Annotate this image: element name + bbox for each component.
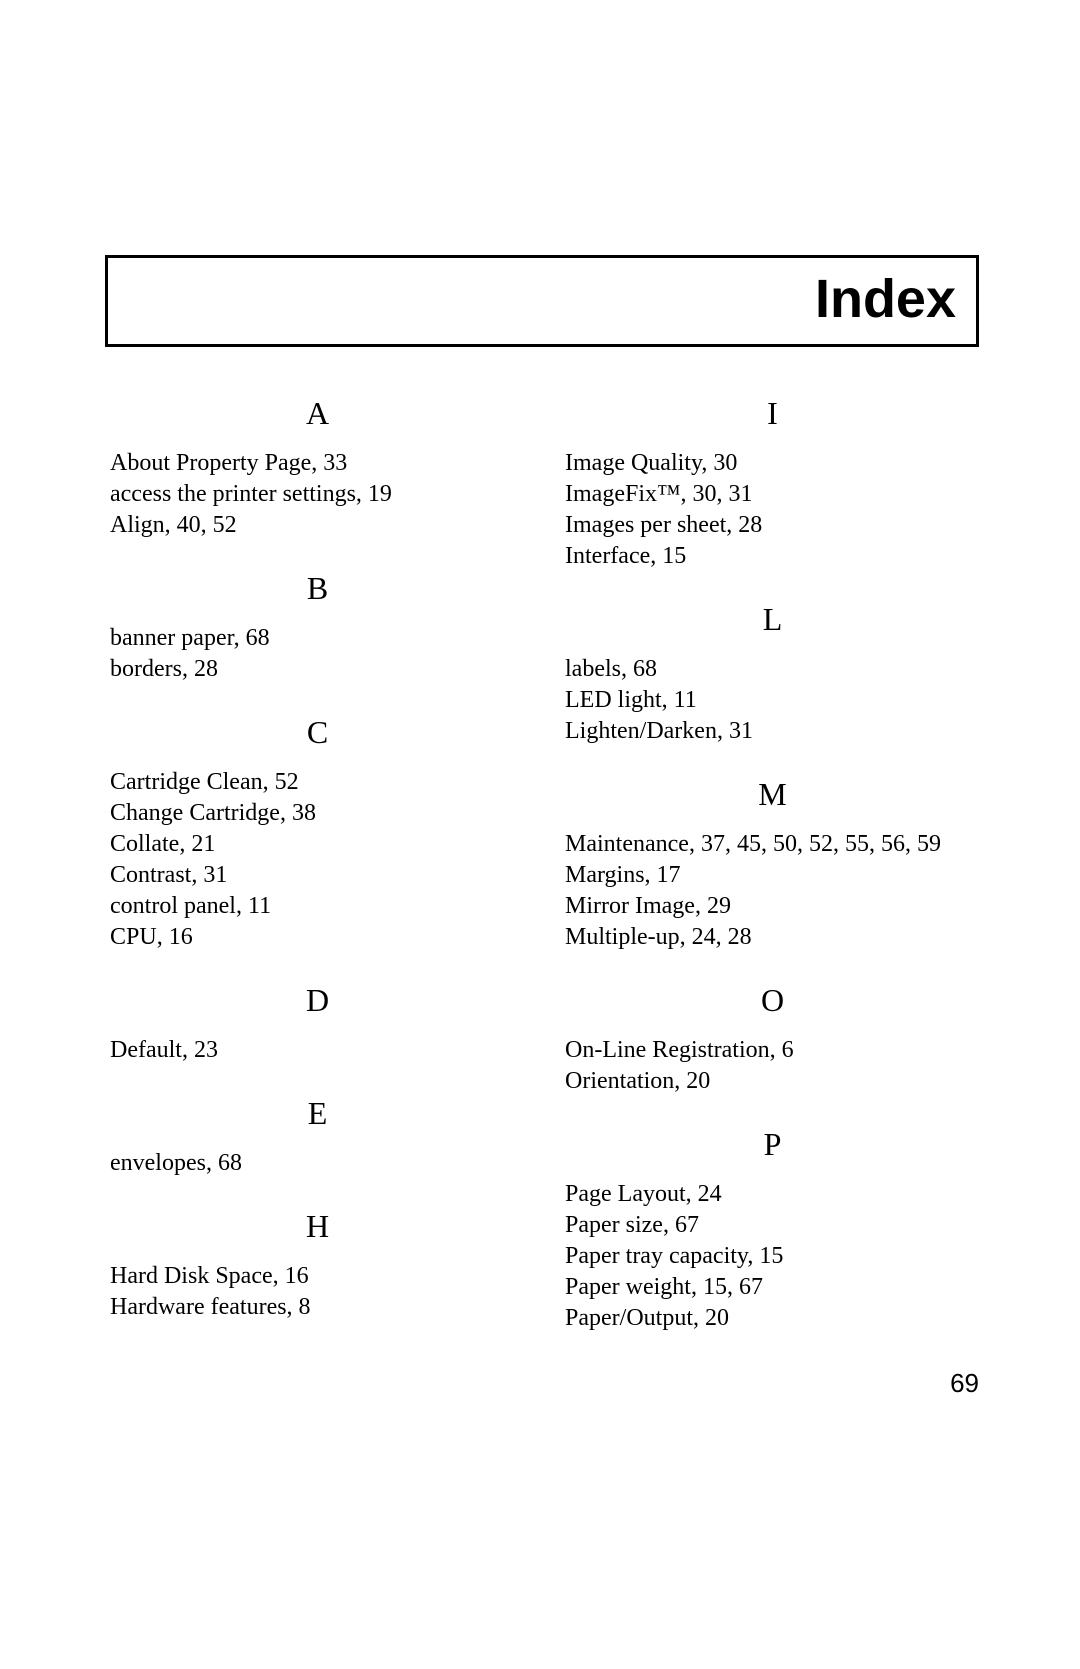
section-entries: envelopes, 68 (110, 1148, 525, 1178)
index-entry: Hard Disk Space, 16 (110, 1261, 525, 1291)
section-entries: Cartridge Clean, 52 Change Cartridge, 38… (110, 767, 525, 952)
section-heading: E (110, 1095, 525, 1132)
page-title: Index (815, 269, 956, 329)
index-entry: borders, 28 (110, 654, 525, 684)
section-entries: On-Line Registration, 6 Orientation, 20 (565, 1035, 980, 1096)
index-entry: control panel, 11 (110, 891, 525, 921)
section-heading: A (110, 395, 525, 432)
index-entry: Lighten/Darken, 31 (565, 716, 980, 746)
section-heading: C (110, 714, 525, 751)
section-heading: M (565, 776, 980, 813)
section-entries: labels, 68 LED light, 11 Lighten/Darken,… (565, 654, 980, 746)
page-number: 69 (950, 1368, 979, 1399)
index-column-left: A About Property Page, 33 access the pri… (110, 395, 525, 1334)
index-entry: ImageFix™, 30, 31 (565, 479, 980, 509)
index-entry: Paper weight, 15, 67 (565, 1272, 980, 1302)
index-entry: Margins, 17 (565, 860, 980, 890)
section-heading: O (565, 982, 980, 1019)
index-entry: Hardware features, 8 (110, 1292, 525, 1322)
section-heading: H (110, 1208, 525, 1245)
section-entries: Image Quality, 30 ImageFix™, 30, 31 Imag… (565, 448, 980, 571)
index-entry: Align, 40, 52 (110, 510, 525, 540)
section-entries: banner paper, 68 borders, 28 (110, 623, 525, 684)
section-entries: Page Layout, 24 Paper size, 67 Paper tra… (565, 1179, 980, 1333)
index-entry: Image Quality, 30 (565, 448, 980, 478)
index-entry: LED light, 11 (565, 685, 980, 715)
index-entry: Images per sheet, 28 (565, 510, 980, 540)
section-heading: L (565, 601, 980, 638)
index-entry: About Property Page, 33 (110, 448, 525, 478)
section-heading: I (565, 395, 980, 432)
index-entry: Change Cartridge, 38 (110, 798, 525, 828)
index-entry: Mirror Image, 29 (565, 891, 980, 921)
index-entry: Collate, 21 (110, 829, 525, 859)
index-entry: Cartridge Clean, 52 (110, 767, 525, 797)
index-page: Index A About Property Page, 33 access t… (0, 0, 1080, 1669)
index-entry: Paper size, 67 (565, 1210, 980, 1240)
index-entry: Page Layout, 24 (565, 1179, 980, 1209)
index-entry: access the printer settings, 19 (110, 479, 525, 509)
index-entry: envelopes, 68 (110, 1148, 525, 1178)
index-columns: A About Property Page, 33 access the pri… (110, 395, 980, 1334)
index-entry: On-Line Registration, 6 (565, 1035, 980, 1065)
section-entries: About Property Page, 33 access the print… (110, 448, 525, 540)
index-column-right: I Image Quality, 30 ImageFix™, 30, 31 Im… (565, 395, 980, 1334)
index-entry: banner paper, 68 (110, 623, 525, 653)
title-box: Index (105, 255, 979, 347)
index-entry: Paper tray capacity, 15 (565, 1241, 980, 1271)
index-entry: Orientation, 20 (565, 1066, 980, 1096)
index-entry: Multiple-up, 24, 28 (565, 922, 980, 952)
index-entry: Maintenance, 37, 45, 50, 52, 55, 56, 59 (565, 829, 980, 859)
index-entry: Default, 23 (110, 1035, 525, 1065)
section-entries: Hard Disk Space, 16 Hardware features, 8 (110, 1261, 525, 1322)
index-entry: labels, 68 (565, 654, 980, 684)
section-heading: D (110, 982, 525, 1019)
index-entry: Contrast, 31 (110, 860, 525, 890)
section-entries: Maintenance, 37, 45, 50, 52, 55, 56, 59 … (565, 829, 980, 952)
index-entry: Interface, 15 (565, 541, 980, 571)
section-heading: P (565, 1126, 980, 1163)
section-heading: B (110, 570, 525, 607)
index-entry: CPU, 16 (110, 922, 525, 952)
index-entry: Paper/Output, 20 (565, 1303, 980, 1333)
section-entries: Default, 23 (110, 1035, 525, 1065)
